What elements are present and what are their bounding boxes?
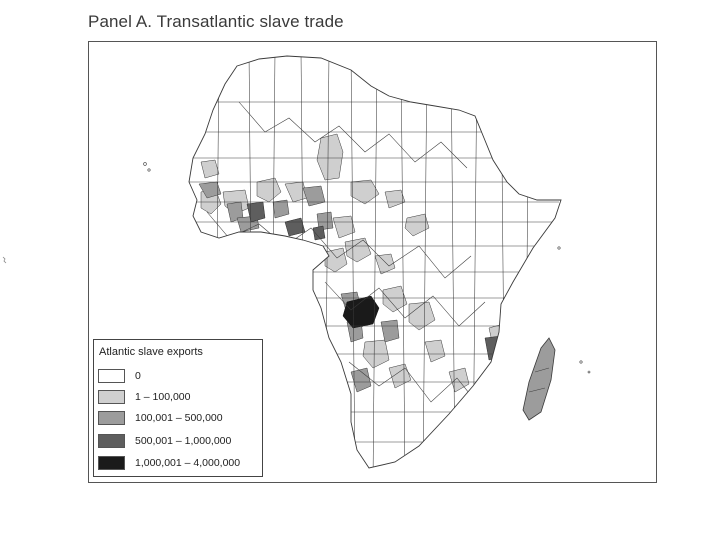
islands [143,162,591,374]
region-light [316,133,344,181]
region-light [200,159,220,179]
legend-label: 100,001 – 500,000 [135,412,223,424]
region-light [382,285,408,313]
legend-swatch [98,390,125,404]
region-medium [272,199,290,219]
stray-mark [2,256,7,264]
region-black [342,295,380,329]
region-light [332,215,356,239]
madagascar [522,337,556,421]
region-medium [316,211,334,231]
legend-label: 1 – 100,000 [135,391,191,403]
legend-swatch [98,411,125,425]
region-dark [246,201,266,223]
region-dark [312,225,326,241]
region-light [374,253,396,275]
legend-swatch [98,456,125,470]
legend-label: 0 [135,370,141,382]
legend-row: 500,001 – 1,000,000 [98,434,258,450]
region-medium [350,367,372,393]
legend-row: 1,000,001 – 4,000,000 [98,456,258,472]
legend-swatch [98,434,125,448]
region-medium [198,181,222,199]
region-light [424,339,446,363]
legend-row: 1 – 100,000 [98,390,258,406]
region-light [324,247,348,273]
legend-label: 1,000,001 – 4,000,000 [135,457,241,469]
legend-row: 100,001 – 500,000 [98,411,258,427]
region-light [344,237,372,263]
region-light [350,179,380,205]
legend-swatch [98,369,125,383]
region-light [408,301,436,331]
region-light [256,177,282,203]
legend-label: 500,001 – 1,000,000 [135,435,232,447]
region-medium [380,319,400,343]
legend: Atlantic slave exports 0 1 – 100,000 100… [93,339,263,477]
panel-title: Panel A. Transatlantic slave trade [88,12,344,31]
africa-map [143,55,591,469]
legend-title: Atlantic slave exports [99,346,203,358]
legend-row: 0 [98,369,258,385]
region-light [404,213,430,237]
